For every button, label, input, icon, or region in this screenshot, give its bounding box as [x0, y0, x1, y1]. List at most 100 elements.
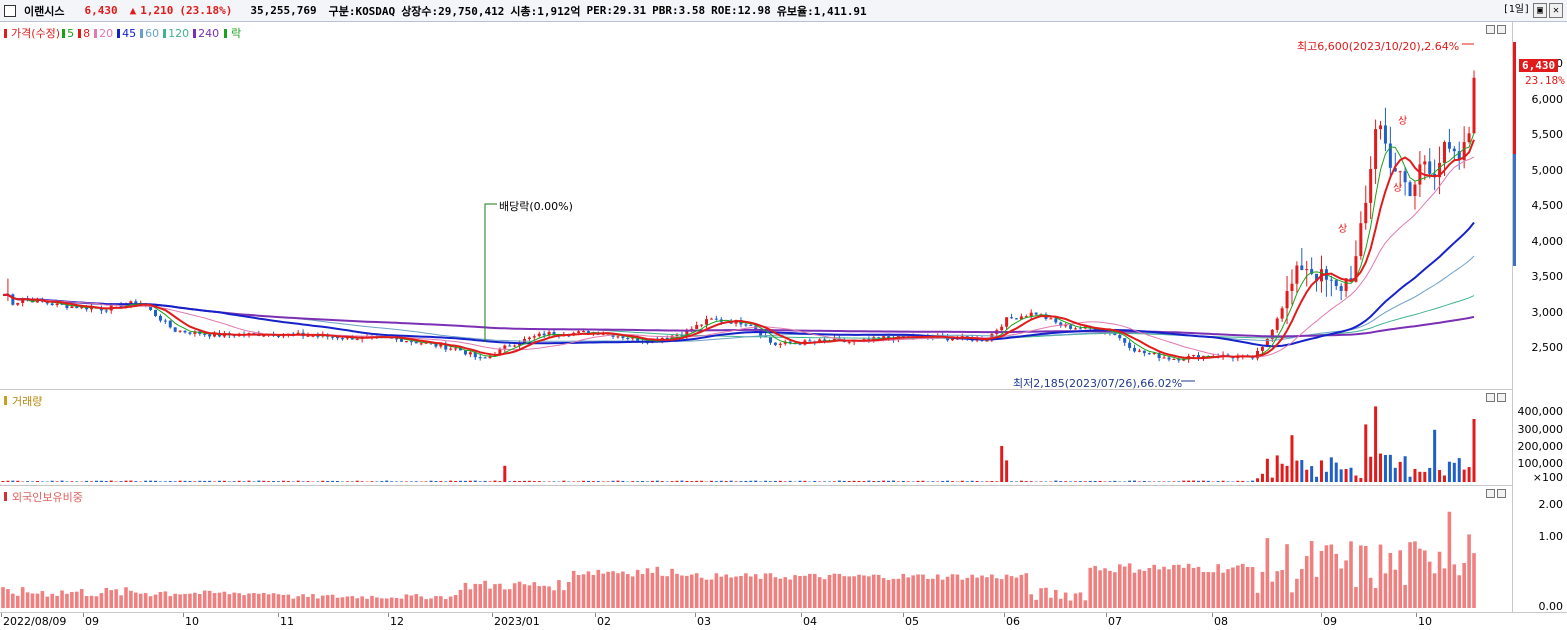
foreign-ownership-bar [1167, 569, 1171, 608]
volume-bar [1241, 480, 1245, 482]
volume-bar [798, 480, 802, 482]
foreign-ownership-bar [650, 572, 655, 608]
foreign-ownership-bar [911, 575, 915, 608]
foreign-ownership-bar [1250, 567, 1255, 608]
panel-close-icon[interactable] [1497, 25, 1506, 34]
foreign-ownership-bar [330, 594, 335, 608]
volume-bar [1074, 481, 1078, 482]
foreign-ownership-bar [1206, 572, 1211, 608]
foreign-ownership-bar [15, 595, 20, 608]
foreign-panel-controls [1486, 489, 1506, 498]
candle-body [1182, 359, 1186, 361]
volume-bar [429, 480, 433, 482]
foreign-ownership-bar [562, 590, 566, 608]
volume-bar [99, 480, 103, 482]
panel-close-icon[interactable] [1497, 393, 1506, 402]
volume-bar [1265, 458, 1269, 482]
volume-bar [1359, 478, 1363, 482]
foreign-ownership-bar [222, 591, 227, 608]
foreign-ownership-bar [626, 574, 630, 608]
volume-bar [454, 481, 458, 482]
foreign-ownership-bar [370, 595, 374, 608]
foreign-ownership-bar [994, 578, 999, 608]
candle-body [178, 330, 182, 332]
candle-body [1054, 318, 1058, 323]
volume-bar [1236, 480, 1240, 482]
price-legend-label: 가격(수정) [11, 27, 61, 40]
foreign-ownership-bar [783, 577, 788, 608]
foreign-ownership-bar [748, 576, 753, 608]
volume-bar [1069, 481, 1073, 482]
price-chart[interactable] [0, 22, 1512, 390]
panel-minimize-icon[interactable] [1486, 393, 1495, 402]
foreign-ownership-bar [1014, 577, 1019, 608]
foreign-ownership-bar [124, 587, 128, 608]
foreign-ownership-bar [1078, 592, 1083, 608]
foreign-ownership-bar [266, 594, 271, 608]
volume-panel[interactable]: 거래량 [0, 390, 1512, 486]
volume-bar [444, 481, 448, 482]
foreign-ownership-bar [1432, 573, 1437, 608]
volume-bar [1398, 461, 1402, 482]
candle-body [1413, 184, 1417, 197]
candle-body [1398, 171, 1402, 173]
restore-icon[interactable]: ▣ [1533, 3, 1547, 18]
candle-body [1034, 312, 1038, 315]
foreign-ownership-bar [1319, 551, 1324, 608]
candle-body [1064, 325, 1068, 327]
foreign-ownership-bar [601, 573, 606, 608]
foreign-ownership-bar [778, 578, 783, 608]
volume-bar [301, 481, 305, 482]
candle-body [1029, 312, 1033, 317]
volume-bar [734, 481, 738, 482]
candle-body [478, 357, 482, 359]
foreign-ownership-bar [586, 571, 591, 608]
candle-body [444, 343, 448, 350]
stock-name[interactable]: 이랜시스 [24, 4, 65, 18]
volume-bar [1364, 424, 1368, 482]
volume-bar [1226, 481, 1230, 482]
candle-body [459, 348, 463, 351]
price-panel[interactable]: 가격(수정) 5 8 20 45 60 120 240 락 최고6,600(2023/10/… [0, 22, 1512, 390]
volume-bar [1457, 458, 1461, 482]
volume-bar [744, 480, 748, 482]
volume-bar [518, 481, 522, 482]
candle-body [1285, 291, 1289, 309]
panel-minimize-icon[interactable] [1486, 25, 1495, 34]
foreign-chart[interactable] [0, 486, 1512, 612]
pbr-value: PBR:3.58 [652, 4, 706, 17]
foreign-panel[interactable]: 외국인보유비중 [0, 486, 1512, 612]
candle-body [336, 337, 340, 339]
volume-bar [941, 480, 945, 482]
foreign-ownership-bar [45, 596, 50, 608]
foreign-ownership-bar [921, 574, 925, 608]
candle-body [1005, 317, 1009, 327]
volume-bar [1221, 480, 1225, 482]
volume-bar [582, 480, 586, 482]
period-button[interactable]: [1일] [1502, 4, 1530, 15]
foreign-ownership-bar [739, 575, 743, 608]
foreign-ownership-bar [434, 596, 438, 608]
foreign-ownership-bar [1103, 568, 1107, 608]
foreign-ownership-bar [261, 592, 266, 608]
volume-bar [1374, 406, 1378, 482]
panel-close-icon[interactable] [1497, 489, 1506, 498]
foreign-ownership-bar [847, 576, 851, 608]
foreign-ownership-bar [1231, 567, 1235, 608]
close-icon[interactable]: ✕ [1549, 3, 1563, 18]
candle-body [316, 335, 320, 337]
select-checkbox[interactable] [4, 4, 16, 17]
panel-minimize-icon[interactable] [1486, 489, 1495, 498]
volume-bar [1270, 477, 1274, 482]
volume-bar [901, 480, 905, 482]
foreign-ownership-bar [281, 594, 286, 608]
foreign-ownership-bar [252, 593, 256, 608]
candle-body [473, 352, 477, 358]
candle-body [872, 337, 876, 341]
volume-bar [857, 480, 861, 482]
volume-bar [459, 480, 463, 482]
foreign-ownership-bar [1058, 598, 1063, 608]
volume-bar [1157, 481, 1161, 482]
volume-chart[interactable] [0, 390, 1512, 486]
axis-tick-label: 6,000 [1531, 92, 1564, 106]
